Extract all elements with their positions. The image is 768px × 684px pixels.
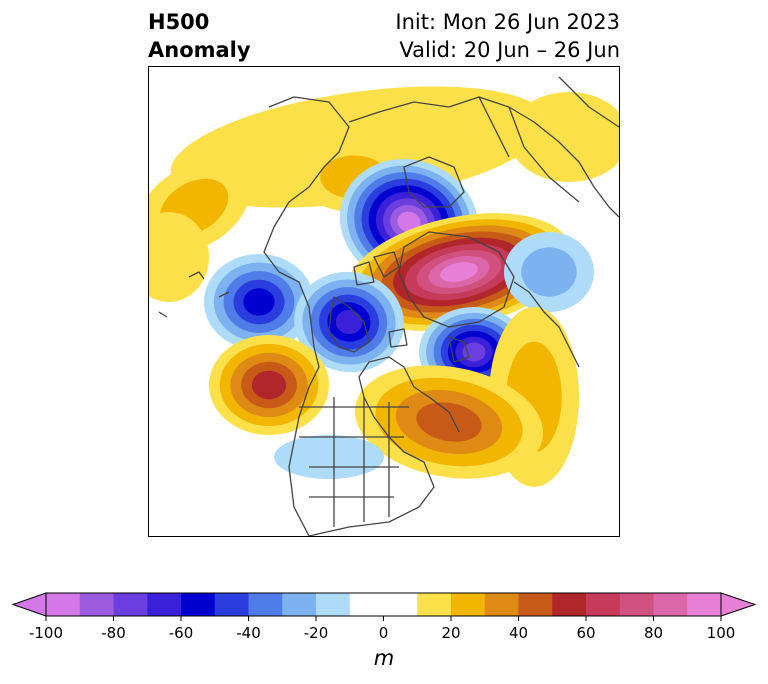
colorbar-cell	[79, 593, 114, 616]
colorbar-cell	[383, 593, 418, 616]
positive-anomaly-contour	[251, 370, 287, 400]
map-dates: Init: Mon 26 Jun 2023 Valid: 20 Jun – 26…	[395, 8, 620, 64]
negative-anomaly-contour	[397, 211, 421, 233]
coastline-path	[448, 336, 470, 363]
coastline-path	[388, 328, 408, 348]
colorbar-tick-label: 100	[706, 624, 736, 642]
coastline-path	[398, 231, 515, 328]
coastline-path	[333, 397, 390, 527]
coastline-path	[299, 406, 409, 498]
anomaly-field	[149, 86, 619, 487]
colorbar-cell	[316, 593, 351, 616]
positive-anomaly-contour	[509, 92, 619, 182]
init-date: Init: Mon 26 Jun 2023	[395, 10, 620, 34]
colorbar-cell	[181, 593, 216, 616]
colorbar-tick-label: -40	[236, 624, 261, 642]
coastline-path	[218, 291, 230, 298]
map-canvas	[149, 76, 619, 536]
negative-anomaly-contour	[335, 309, 363, 335]
negative-anomaly-contour	[274, 435, 384, 479]
coastline-path	[508, 106, 580, 203]
colorbar-cell	[349, 593, 384, 616]
colorbar-tick-label: 20	[441, 624, 461, 642]
colorbar-unit: m	[373, 646, 395, 670]
coastline-path	[373, 251, 400, 278]
colorbar-tick-label: -80	[101, 624, 126, 642]
colorbar-cell	[46, 593, 81, 616]
positive-anomaly-contour	[149, 212, 209, 302]
coastline-path	[478, 96, 510, 158]
colorbar-tick-label: 0	[378, 624, 389, 642]
colorbar-tick-label: 80	[643, 624, 664, 642]
colorbar-cell	[417, 593, 452, 616]
colorbar-cell	[619, 593, 654, 616]
coastline-path	[188, 271, 205, 280]
positive-anomaly-contour	[416, 402, 482, 442]
colorbar-cell	[484, 593, 519, 616]
colorbar-cell	[586, 593, 621, 616]
coastline-path	[353, 261, 375, 286]
coastline-path	[158, 311, 168, 318]
title-variable: H500	[148, 10, 210, 34]
negative-anomaly-contour	[243, 288, 275, 316]
coastline-path	[513, 281, 580, 368]
colorbar-cell	[687, 593, 722, 616]
coastline-path	[328, 296, 370, 353]
colorbar-cell	[552, 593, 587, 616]
colorbar-min-arrow	[11, 592, 47, 617]
colorbar-tick-label: 40	[508, 624, 529, 642]
coastlines	[158, 76, 619, 536]
colorbar-cell	[282, 593, 317, 616]
negative-anomaly-contour	[521, 247, 577, 297]
colorbar-cell	[518, 593, 553, 616]
positive-anomaly-contour	[440, 262, 478, 282]
colorbar-max-arrow	[720, 592, 757, 617]
colorbar-cell	[113, 593, 148, 616]
colorbar	[11, 592, 757, 621]
coastline-path	[403, 156, 465, 208]
valid-range: Valid: 20 Jun – 26 Jun	[399, 38, 620, 62]
colorbar-tick-label: -100	[28, 624, 64, 642]
title-field: Anomaly	[148, 38, 251, 62]
colorbar-tick-label: 60	[576, 624, 596, 642]
colorbar-cell	[147, 593, 182, 616]
coastline-path	[348, 96, 619, 218]
anomaly-map	[148, 66, 620, 537]
colorbar-cell	[451, 593, 486, 616]
colorbar-cell	[653, 593, 688, 616]
colorbar-cell	[248, 593, 283, 616]
map-title: H500 Anomaly	[148, 8, 251, 64]
coastline-path	[263, 96, 350, 536]
colorbar-tick-label: -60	[168, 624, 194, 642]
coastline-path	[558, 76, 619, 128]
colorbar-tick-label: -20	[303, 624, 329, 642]
colorbar-cell	[214, 593, 249, 616]
